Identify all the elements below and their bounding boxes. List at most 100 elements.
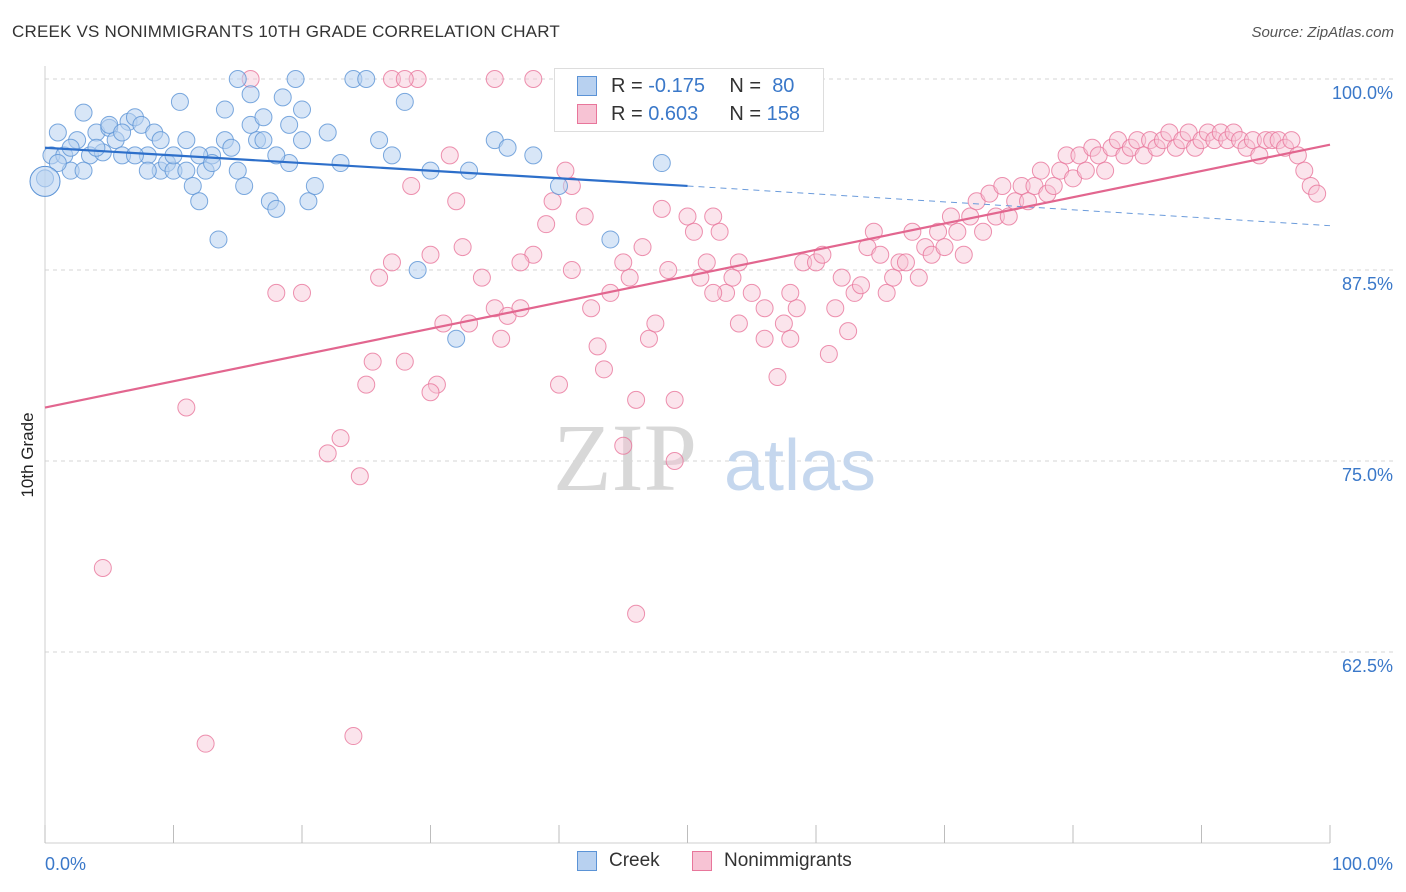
point-nonimmigrants — [350, 467, 369, 486]
point-nonimmigrants — [665, 390, 684, 409]
point-creek — [395, 92, 414, 111]
point-nonimmigrants — [318, 444, 337, 463]
point-nonimmigrants — [421, 383, 440, 402]
point-nonimmigrants — [627, 604, 646, 623]
point-nonimmigrants — [1218, 131, 1237, 150]
point-nonimmigrants — [929, 222, 948, 241]
point-creek — [61, 138, 80, 157]
x-tick-label: 0.0% — [45, 854, 86, 874]
point-creek — [293, 131, 311, 150]
point-creek — [215, 100, 234, 119]
point-nonimmigrants — [845, 283, 864, 302]
point-nonimmigrants — [543, 192, 562, 211]
point-nonimmigrants — [639, 329, 658, 348]
point-creek — [113, 123, 132, 142]
point-nonimmigrants — [678, 207, 697, 226]
point-nonimmigrants — [781, 283, 800, 302]
legend-r-value-creek: -0.175 — [648, 74, 705, 97]
point-nonimmigrants — [826, 299, 845, 318]
point-creek — [48, 123, 67, 142]
point-nonimmigrants — [594, 360, 613, 379]
point-creek — [151, 131, 170, 150]
point-creek — [254, 131, 273, 150]
series-nonimmigrants-points — [93, 70, 1327, 753]
point-nonimmigrants — [993, 176, 1012, 195]
point-nonimmigrants — [665, 452, 684, 470]
legend-n-label: N = — [729, 102, 762, 125]
point-nonimmigrants — [1269, 131, 1288, 150]
point-nonimmigrants — [614, 436, 633, 455]
point-nonimmigrants — [440, 146, 459, 165]
point-nonimmigrants — [710, 222, 729, 241]
bottom-legend-swatch-nonimmigrants — [692, 851, 712, 871]
point-nonimmigrants — [742, 283, 761, 302]
trend-lines — [44, 143, 1331, 409]
point-nonimmigrants — [1192, 131, 1211, 150]
legend-n-value-nonimmigrants: 158 — [766, 102, 800, 125]
y-tick-label: 75.0% — [1342, 465, 1393, 485]
point-nonimmigrants — [363, 352, 382, 371]
point-nonimmigrants — [974, 222, 993, 241]
y-tick-label: 62.5% — [1342, 656, 1393, 676]
point-nonimmigrants — [1308, 184, 1327, 203]
point-nonimmigrants — [421, 245, 440, 264]
point-nonimmigrants — [1231, 131, 1250, 150]
watermark: ZIP atlas — [553, 404, 876, 511]
point-creek — [601, 230, 620, 249]
point-nonimmigrants — [697, 253, 716, 272]
point-nonimmigrants — [729, 314, 748, 333]
point-nonimmigrants — [768, 367, 787, 386]
point-creek — [48, 154, 67, 173]
point-nonimmigrants — [492, 329, 511, 348]
point-nonimmigrants — [1096, 161, 1115, 180]
point-creek — [170, 92, 189, 111]
point-nonimmigrants — [877, 283, 896, 302]
point-nonimmigrants — [267, 283, 286, 302]
point-nonimmigrants — [453, 238, 472, 257]
point-nonimmigrants — [177, 398, 196, 417]
point-creek — [177, 161, 196, 180]
point-creek — [267, 146, 286, 165]
point-nonimmigrants — [1198, 123, 1217, 142]
point-creek — [498, 138, 517, 157]
point-nonimmigrants — [427, 375, 446, 394]
point-creek — [254, 108, 273, 127]
point-nonimmigrants — [1205, 131, 1224, 150]
point-creek — [550, 176, 568, 195]
point-nonimmigrants — [1301, 176, 1320, 195]
point-nonimmigrants — [472, 268, 491, 287]
point-nonimmigrants — [839, 322, 858, 341]
legend-swatch-nonimmigrants — [577, 104, 597, 124]
y-tick-label: 87.5% — [1342, 274, 1393, 294]
point-nonimmigrants — [196, 734, 215, 753]
point-nonimmigrants — [646, 314, 665, 333]
legend-row-creek: R = -0.175 N = 80 — [577, 73, 794, 99]
point-nonimmigrants — [537, 215, 556, 234]
point-nonimmigrants — [755, 329, 774, 348]
point-nonimmigrants — [819, 345, 838, 364]
point-nonimmigrants — [575, 207, 594, 226]
point-nonimmigrants — [1083, 138, 1102, 157]
point-creek — [183, 176, 202, 195]
x-tick-label: 100.0% — [1332, 854, 1393, 874]
point-nonimmigrants — [511, 253, 530, 272]
point-nonimmigrants — [1012, 176, 1031, 195]
point-nonimmigrants — [1044, 176, 1063, 195]
point-creek — [357, 70, 376, 88]
point-nonimmigrants — [460, 314, 479, 333]
point-nonimmigrants — [652, 199, 671, 218]
point-nonimmigrants — [729, 253, 748, 272]
point-creek — [138, 161, 157, 180]
point-nonimmigrants — [684, 222, 703, 241]
point-nonimmigrants — [1031, 161, 1050, 180]
point-creek — [267, 199, 286, 218]
point-nonimmigrants — [1186, 138, 1205, 157]
point-nonimmigrants — [1282, 131, 1301, 150]
point-nonimmigrants — [871, 245, 890, 264]
point-creek — [87, 138, 106, 157]
point-creek — [235, 176, 254, 195]
point-nonimmigrants — [562, 261, 581, 279]
point-nonimmigrants — [659, 261, 678, 279]
point-nonimmigrants — [1211, 123, 1230, 142]
point-nonimmigrants — [370, 268, 389, 287]
